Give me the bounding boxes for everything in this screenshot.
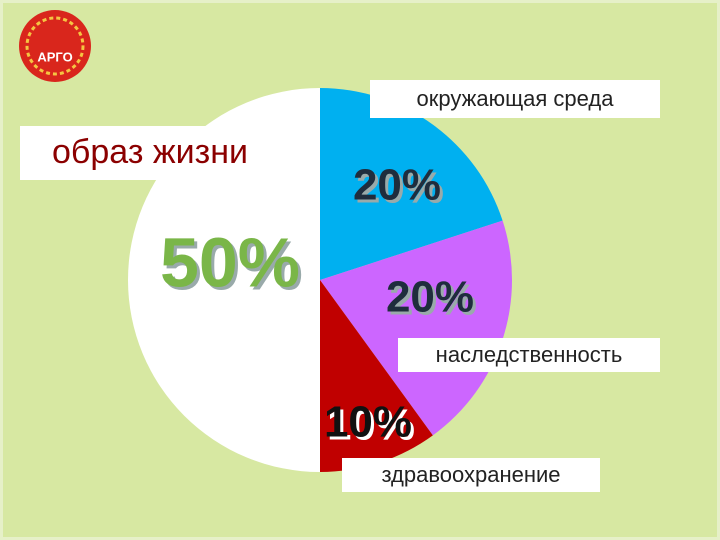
logo-ornament: [25, 16, 85, 76]
label-box: [398, 338, 660, 372]
label-box: [20, 126, 280, 180]
pie: [128, 88, 513, 472]
label-box: [370, 80, 660, 118]
value-label-shadow: 20%: [356, 164, 444, 213]
logo-circle: [19, 10, 91, 82]
pie-slice: [320, 280, 433, 472]
value-label: 20%: [353, 161, 441, 210]
value-label-shadow: 50%: [163, 226, 303, 304]
category-label: окружающая среда: [417, 86, 615, 111]
logo-text: АРГО: [37, 49, 72, 64]
labels: окружающая среда20%20%наследственность20…: [20, 80, 660, 492]
category-label: образ жизни: [52, 133, 248, 171]
category-label: наследственность: [436, 342, 623, 367]
category-label: здравоохранение: [381, 462, 560, 487]
pie-slice: [128, 88, 320, 472]
pie-slice: [320, 220, 513, 436]
value-label-shadow: 20%: [389, 276, 477, 325]
logo: АРГО: [19, 10, 91, 82]
value-label: 10%: [324, 398, 412, 447]
value-label: 50%: [160, 223, 300, 301]
pie-slice: [320, 88, 503, 280]
value-label: 20%: [386, 273, 474, 322]
label-box: [342, 458, 600, 492]
value-label-shadow: 10%: [327, 401, 415, 450]
